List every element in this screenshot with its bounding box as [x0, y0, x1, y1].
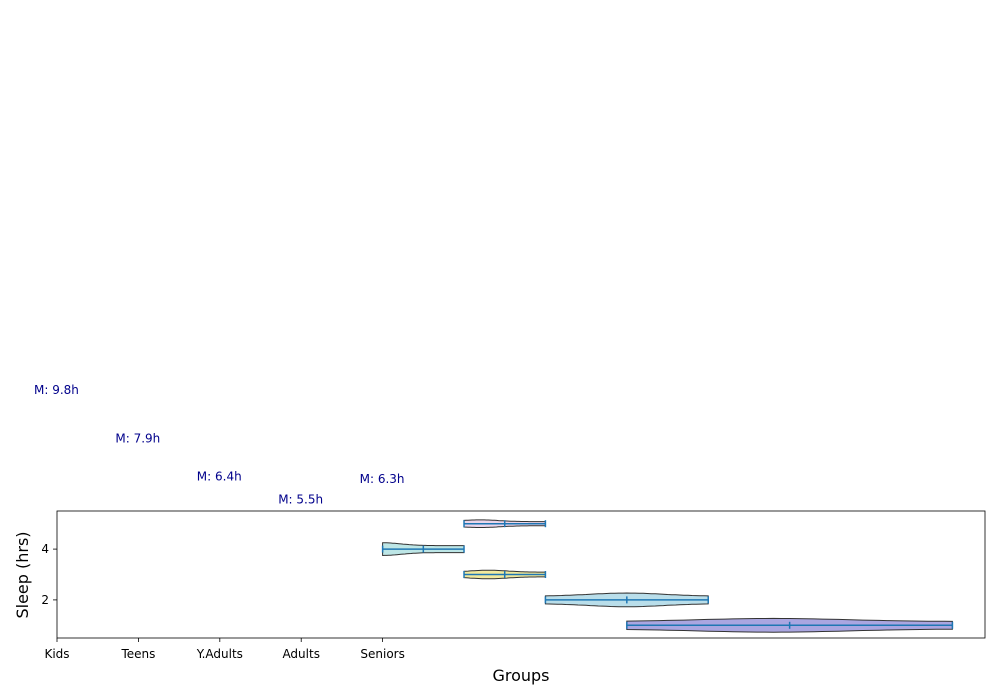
- violin-teens: [544, 592, 709, 608]
- violins-layer: [381, 519, 954, 633]
- x-tick-label-adults: Adults: [282, 647, 320, 661]
- y-axis-title: Sleep (hrs): [13, 531, 32, 618]
- x-tick-label-teens: Teens: [120, 647, 155, 661]
- plot-frame: [56, 510, 986, 639]
- x-tick-label-y-adults: Y.Adults: [196, 647, 243, 661]
- median-annotation: M: 5.5h: [278, 492, 323, 506]
- y-tick-label: 4: [41, 542, 49, 556]
- x-tick-label-kids: Kids: [44, 647, 69, 661]
- median-annotation: M: 6.3h: [360, 472, 405, 486]
- violin-y-adults: [463, 569, 547, 580]
- x-axis: Kids Teens Y.Adults Adults Seniors: [44, 638, 405, 661]
- median-annotation: M: 9.8h: [34, 383, 79, 397]
- annotations-layer: M: 9.8h M: 7.9h M: 6.4h M: 5.5h M: 6.3h: [34, 383, 405, 506]
- y-axis: 24: [41, 542, 57, 607]
- violin-seniors: [463, 519, 547, 528]
- y-tick-label: 2: [41, 593, 49, 607]
- x-tick-label-seniors: Seniors: [360, 647, 404, 661]
- median-annotation: M: 6.4h: [197, 470, 242, 484]
- median-annotation: M: 7.9h: [115, 431, 160, 445]
- violin-adults: [381, 542, 465, 557]
- x-axis-title: Groups: [492, 666, 549, 685]
- violin-kids: [626, 617, 954, 633]
